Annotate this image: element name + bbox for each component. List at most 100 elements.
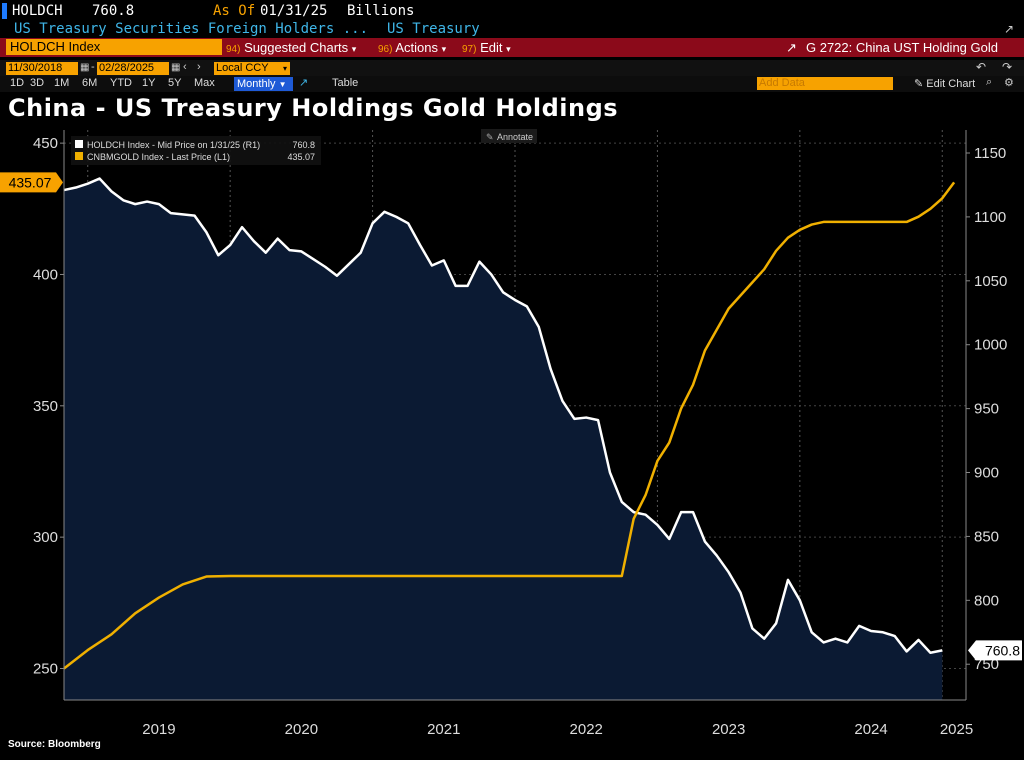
legend-text-holdings: HOLDCH Index - Mid Price on 1/31/25 (R1)	[87, 140, 260, 150]
annotate-label: Annotate	[497, 132, 533, 142]
chevron-down-icon: ▼	[278, 80, 287, 89]
units-label: Billions	[347, 3, 415, 19]
period-5y[interactable]: 5Y	[168, 77, 182, 89]
currency-select[interactable]: Local CCY ▾	[214, 62, 290, 75]
calendar-icon[interactable]: ▦	[80, 62, 90, 73]
right-tick-label: 800	[974, 592, 999, 609]
left-tick-label: 350	[33, 398, 58, 415]
holdings-area	[64, 178, 943, 701]
ticker-value: 760.8	[92, 3, 135, 19]
x-tick-label: 2020	[285, 721, 318, 738]
edit-button[interactable]: 97) Edit ▾	[462, 40, 511, 55]
annotate-button[interactable]	[481, 129, 537, 143]
edit-label: Edit	[480, 40, 503, 55]
redo-icon[interactable]: ↷	[1002, 60, 1013, 74]
suggested-charts-number: 94)	[226, 44, 241, 55]
chevron-down-icon: ▾	[282, 64, 287, 73]
date-range-bar: 11/30/2018 ▦ - 02/28/2025 ▦ ‹ › Local CC…	[0, 60, 1024, 76]
add-data-field[interactable]: Add Data	[757, 77, 893, 90]
suggested-charts-button[interactable]: 94) Suggested Charts ▾	[226, 40, 356, 55]
gold-line	[63, 181, 956, 670]
left-tick-label: 250	[33, 660, 58, 677]
ticker-label: HOLDCH	[12, 3, 63, 19]
period-max[interactable]: Max	[194, 77, 215, 89]
pencil-icon: ✎	[914, 78, 924, 90]
period-6m[interactable]: 6M	[82, 77, 98, 89]
period-1m[interactable]: 1M	[54, 77, 70, 89]
chart-title: China - US Treasury Holdings Gold Holdin…	[8, 94, 619, 122]
edit-number: 97)	[462, 44, 477, 55]
legend-value-gold: 435.07	[287, 152, 315, 162]
chevron-down-icon: ▾	[441, 44, 447, 54]
security-description: US Treasury Securities Foreign Holders .…	[14, 21, 369, 37]
gear-icon[interactable]: ⚙	[1004, 77, 1014, 89]
forward-arrow-icon[interactable]: ›	[197, 61, 201, 73]
left-tick-label: 300	[33, 529, 58, 546]
frequency-value: Monthly	[237, 78, 276, 90]
right-last-value-tag	[968, 640, 1022, 661]
right-tick-label: 900	[974, 465, 999, 482]
right-tick-label: 950	[974, 401, 999, 418]
end-date-field[interactable]: 02/28/2025	[97, 62, 169, 75]
period-3d[interactable]: 3D	[30, 77, 45, 89]
right-tick-label: 750	[974, 656, 999, 673]
legend-swatch-holdings	[75, 140, 83, 148]
holdings-line	[63, 177, 943, 654]
x-tick-label: 2021	[427, 721, 460, 738]
period-ytd[interactable]: YTD	[110, 77, 132, 89]
table-button[interactable]: Table	[332, 77, 359, 89]
period-1y[interactable]: 1Y	[142, 77, 156, 89]
pencil-icon: ✎	[486, 132, 494, 142]
security-header: HOLDCH 760.8 As Of 01/31/25 Billions US …	[0, 0, 1024, 38]
period-bar: 1D 3D 1M 6M YTD 1Y 5Y Max Monthly ▼ ↗ Table Add…	[0, 76, 1024, 92]
suggested-charts-label: Suggested Charts	[244, 40, 349, 55]
legend-text-gold: CNBMGOLD Index - Last Price (L1)	[87, 152, 230, 162]
line-chart-icon[interactable]: ↗	[299, 77, 309, 89]
chart-name[interactable]: G 2722: China UST Holding Gold	[806, 40, 998, 55]
source-label: Source: Bloomberg	[8, 739, 101, 750]
asof-label: As Of	[213, 3, 256, 19]
actions-button[interactable]: 96) Actions ▾	[378, 40, 446, 55]
command-bar: HOLDCH Index 94) Suggested Charts ▾ 96) …	[0, 38, 1024, 57]
chevron-down-icon: ▾	[506, 44, 511, 54]
start-date-field[interactable]: 11/30/2018	[6, 62, 78, 75]
x-tick-label: 2024	[854, 721, 887, 738]
period-1d[interactable]: 1D	[10, 77, 25, 89]
chart-canvas: 450 400 350 300 250 1150 1100 1050 1000 950 900 850…	[0, 129, 1022, 738]
date-separator: -	[91, 61, 95, 73]
frequency-select[interactable]: Monthly ▼	[234, 77, 293, 91]
open-external-icon[interactable]: ↗	[786, 40, 797, 55]
legend-box	[71, 136, 321, 165]
ticker-marker	[2, 3, 7, 19]
left-last-value-label: 435.07	[9, 174, 52, 190]
security-category: US Treasury	[387, 21, 480, 37]
legend-value-holdings: 760.8	[292, 140, 315, 150]
right-tick-label: 1150	[974, 145, 1006, 162]
back-arrow-icon[interactable]: ‹	[183, 61, 187, 73]
left-last-value-tag	[0, 172, 63, 193]
x-tick-label: 2025	[940, 721, 973, 738]
expand-icon[interactable]: ↗	[1004, 22, 1015, 36]
edit-chart-label: Edit Chart	[926, 78, 976, 90]
right-last-value-label: 760.8	[985, 642, 1020, 658]
left-tick-label: 450	[33, 135, 58, 152]
legend-swatch-gold	[75, 152, 83, 160]
undo-icon[interactable]: ↶	[976, 60, 987, 74]
calendar-icon[interactable]: ▦	[171, 62, 181, 73]
right-tick-label: 1050	[974, 273, 1007, 290]
asof-date: 01/31/25	[260, 3, 328, 19]
x-tick-label: 2022	[570, 721, 603, 738]
edit-chart-button[interactable]: ✎ Edit Chart	[914, 77, 975, 90]
x-tick-label: 2023	[712, 721, 745, 738]
right-tick-label: 1000	[974, 337, 1007, 354]
zoom-icon[interactable]: ⌕	[986, 76, 993, 88]
actions-label: Actions	[395, 40, 438, 55]
actions-number: 96)	[378, 44, 393, 55]
x-tick-label: 2019	[142, 721, 175, 738]
chevron-down-icon: ▾	[351, 44, 357, 54]
left-tick-label: 400	[33, 266, 58, 283]
right-tick-label: 850	[974, 528, 999, 545]
security-field[interactable]: HOLDCH Index	[6, 39, 222, 55]
right-tick-label: 1100	[974, 209, 1006, 226]
currency-value: Local CCY	[216, 62, 269, 74]
